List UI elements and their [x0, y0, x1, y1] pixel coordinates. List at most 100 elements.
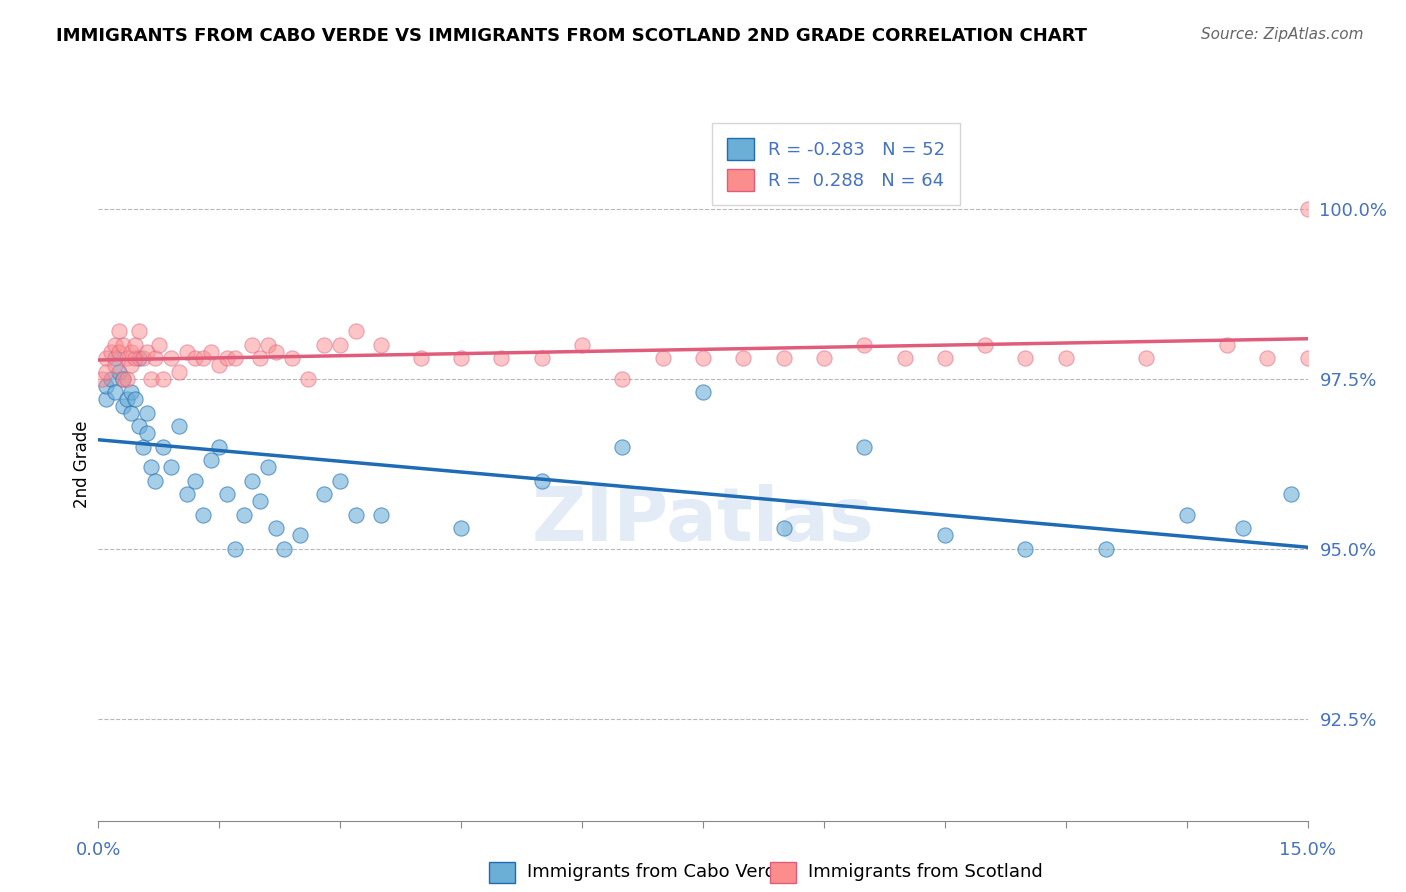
Point — [281, 351, 304, 366]
Point — [1054, 351, 1077, 366]
Point — [167, 365, 190, 379]
Point — [934, 351, 956, 366]
Point — [132, 440, 155, 454]
Point — [148, 338, 170, 352]
Point — [651, 351, 673, 366]
Point — [772, 351, 794, 366]
Text: Immigrants from Scotland: Immigrants from Scotland — [808, 863, 1043, 881]
Point — [692, 351, 714, 366]
Point — [124, 351, 146, 366]
Point — [115, 351, 138, 366]
Point — [1175, 508, 1198, 522]
Point — [217, 351, 239, 366]
Point — [135, 406, 157, 420]
Point — [120, 385, 142, 400]
Point — [692, 385, 714, 400]
Point — [314, 487, 336, 501]
Point — [1256, 351, 1278, 366]
Point — [224, 351, 246, 366]
Point — [273, 541, 295, 556]
Point — [1296, 351, 1319, 366]
Point — [1216, 338, 1239, 352]
Point — [264, 521, 287, 535]
Point — [103, 351, 125, 366]
Point — [240, 338, 263, 352]
Point — [450, 521, 472, 535]
Point — [128, 351, 150, 366]
Point — [135, 426, 157, 441]
Text: ZIPatlas: ZIPatlas — [531, 484, 875, 558]
Point — [256, 338, 278, 352]
Point — [111, 399, 134, 413]
Point — [974, 338, 997, 352]
Point — [256, 460, 278, 475]
Point — [733, 351, 755, 366]
Point — [249, 494, 271, 508]
Point — [208, 359, 231, 373]
Point — [813, 351, 835, 366]
Legend: R = -0.283   N = 52, R =  0.288   N = 64: R = -0.283 N = 52, R = 0.288 N = 64 — [713, 123, 960, 205]
Point — [143, 351, 166, 366]
Point — [103, 385, 125, 400]
Point — [96, 365, 118, 379]
Point — [297, 372, 319, 386]
Point — [217, 487, 239, 501]
Point — [120, 344, 142, 359]
Point — [232, 508, 254, 522]
Point — [107, 344, 129, 359]
Point — [103, 338, 125, 352]
Point — [184, 351, 207, 366]
Point — [107, 324, 129, 338]
Text: Source: ZipAtlas.com: Source: ZipAtlas.com — [1201, 27, 1364, 42]
Point — [409, 351, 432, 366]
Point — [111, 338, 134, 352]
Point — [135, 344, 157, 359]
Point — [107, 365, 129, 379]
Point — [128, 419, 150, 434]
Text: IMMIGRANTS FROM CABO VERDE VS IMMIGRANTS FROM SCOTLAND 2ND GRADE CORRELATION CHA: IMMIGRANTS FROM CABO VERDE VS IMMIGRANTS… — [56, 27, 1087, 45]
Point — [240, 474, 263, 488]
Point — [96, 351, 118, 366]
Point — [132, 351, 155, 366]
Point — [893, 351, 915, 366]
Point — [200, 453, 222, 467]
Point — [111, 372, 134, 386]
Point — [100, 372, 122, 386]
Point — [370, 338, 392, 352]
Point — [176, 344, 198, 359]
Point — [115, 392, 138, 407]
Point — [120, 359, 142, 373]
Point — [1296, 202, 1319, 216]
Point — [530, 474, 553, 488]
Point — [571, 338, 593, 352]
Point — [853, 338, 876, 352]
Point — [128, 324, 150, 338]
Y-axis label: 2nd Grade: 2nd Grade — [73, 420, 91, 508]
Point — [314, 338, 336, 352]
Point — [1232, 521, 1254, 535]
Point — [934, 528, 956, 542]
Point — [344, 324, 367, 338]
Point — [344, 508, 367, 522]
Point — [288, 528, 311, 542]
Point — [103, 359, 125, 373]
Text: 15.0%: 15.0% — [1279, 841, 1336, 859]
Point — [530, 351, 553, 366]
Point — [193, 351, 215, 366]
Point — [249, 351, 271, 366]
Text: 0.0%: 0.0% — [76, 841, 121, 859]
Point — [491, 351, 513, 366]
Point — [111, 372, 134, 386]
Point — [143, 474, 166, 488]
Point — [160, 351, 183, 366]
Point — [264, 344, 287, 359]
Point — [200, 344, 222, 359]
Point — [1014, 541, 1036, 556]
Point — [152, 440, 174, 454]
Point — [152, 372, 174, 386]
Text: Immigrants from Cabo Verde: Immigrants from Cabo Verde — [527, 863, 787, 881]
Point — [193, 508, 215, 522]
Point — [176, 487, 198, 501]
Point — [167, 419, 190, 434]
Point — [772, 521, 794, 535]
